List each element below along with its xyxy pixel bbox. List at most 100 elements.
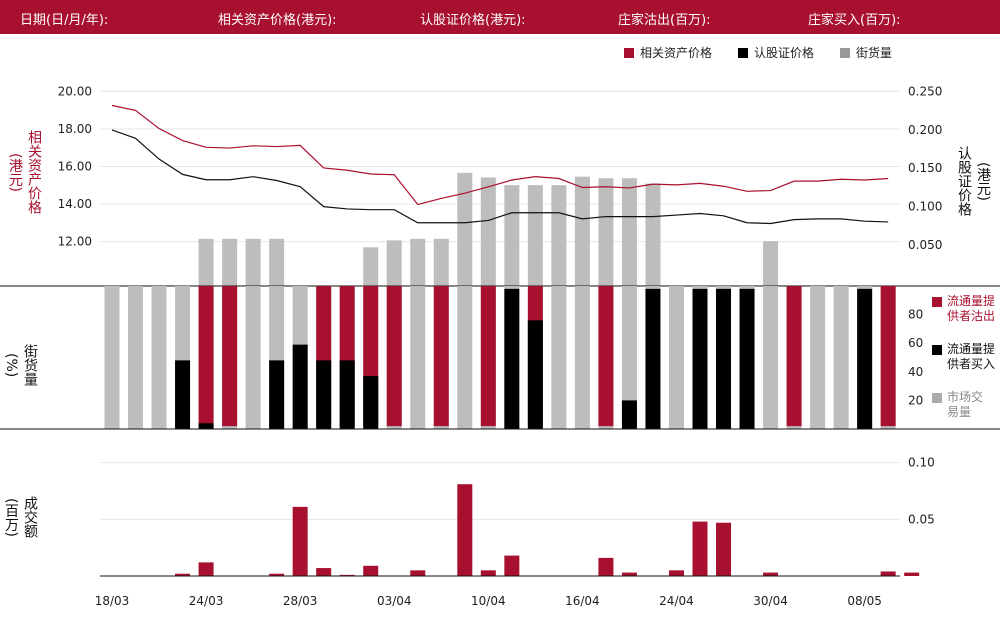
header-bar: 日期(日/月/年): 相关资产价格(港元): 认股证价格(港元): 庄家沽出(百… [0,0,1000,34]
asset-axis-name: 相关资产价格 [26,130,42,214]
mm-buy-bar [198,423,214,429]
turnover-bar [339,574,355,576]
warrant-axis-name: 认股证价格 [956,146,972,216]
market-volume-bar [574,286,590,429]
street-qty-bar [386,240,402,286]
side-legend-mm-buy[interactable]: 流通量提供者买入 [932,342,1000,372]
market-volume-bar [810,286,826,429]
mm-buy-bar [857,288,873,429]
street-qty-bar [457,172,473,286]
header-asset-price-label: 相关资产价格(港元): [218,13,337,28]
legend-item-warrant-price[interactable]: 认股证价格 [737,44,814,61]
legend-label-asset: 相关资产价格 [639,46,712,60]
x-tick-label: 28/03 [283,594,318,608]
mm-sell-bar [598,286,614,427]
street-qty-bar [598,178,614,286]
turnover-bar [292,506,308,576]
warrant-axis-title: 认股证价格 (港元) [950,126,996,236]
turnover-axis-name: 成交额 [22,496,38,538]
street-qty-bar [269,238,285,286]
mm-sell-bar [880,286,896,427]
legend-item-asset-price[interactable]: 相关资产价格 [623,44,712,61]
side-label-mm-sell: 流通量提供者沽出 [947,294,996,323]
side-label-mm-buy: 流通量提供者买入 [947,342,996,371]
side-legend-market[interactable]: 市场交易量 [932,390,987,420]
mm-sell-bar [198,286,214,427]
legend-swatch-asset [623,47,634,58]
turnover-axis-unit: (百万) [3,497,19,537]
street-qty-bar [621,178,637,286]
street-qty-bar [504,185,520,286]
mm-buy-bar [316,360,332,429]
x-tick-label: 24/03 [189,594,224,608]
street-qty-bar [198,238,214,286]
turnover-bar [480,570,496,576]
warrant-price-line [111,129,889,225]
right-tick-label: 0.100 [908,200,942,214]
turnover-axis-title: (百万) 成交额 [0,482,40,552]
mm-buy-bar [339,360,355,429]
turnover-bar [316,568,332,576]
mm-tick-label: 60 [908,336,923,350]
side-legend-mm-sell[interactable]: 流通量提供者沽出 [932,294,1000,324]
header-date-label: 日期(日/月/年): [20,13,109,28]
market-volume-bar [245,286,261,429]
turnover-bar [668,570,684,576]
street-qty-bar [574,176,590,286]
left-tick-label: 16.00 [58,159,92,173]
x-tick-label: 08/05 [847,594,882,608]
mm-buy-bar [504,288,520,429]
street-qty-bar [222,238,238,286]
asset-axis-title: (港元) 相关资产价格 [4,112,44,232]
header-mm-sell-label: 庄家沽出(百万): [618,13,711,28]
mm-sell-bar [480,286,496,427]
market-volume-bar [410,286,426,429]
market-volume-bar [668,286,684,429]
x-tick-label: 24/04 [659,594,694,608]
market-volume-bar [551,286,567,429]
asset-axis-unit: (港元) [7,152,23,192]
asset-price-line [111,104,889,206]
x-tick-label: 03/04 [377,594,412,608]
turnover-bar [504,555,520,576]
street-qty-bar [410,238,426,286]
left-tick-label: 14.00 [58,197,92,211]
street-qty-bar [433,238,449,286]
market-volume-bar [128,286,144,429]
street-qty-bar [245,238,261,286]
x-tick-label: 18/03 [95,594,130,608]
mm-buy-bar [363,376,379,429]
mm-buy-bar [739,288,755,429]
side-swatch-mm-buy [932,345,942,355]
turnover-bar [175,573,191,576]
mm-sell-bar [386,286,402,427]
right-tick-label: 0.200 [908,123,942,137]
mm-sell-bar [222,286,238,427]
right-tick-label: 0.250 [908,85,942,99]
turnover-bar [269,573,285,576]
x-tick-label: 30/04 [753,594,788,608]
mm-buy-bar [645,288,661,429]
warrant-axis-unit: (港元) [975,161,991,201]
street-qty-bar [645,183,661,286]
legend-label-street: 街货量 [855,46,892,60]
mm-sell-bar [433,286,449,427]
mm-buy-bar [527,320,543,429]
market-volume-bar [763,286,779,429]
left-tick-label: 18.00 [58,122,92,136]
turnover-bar [363,565,379,576]
legend-item-street-qty[interactable]: 街货量 [839,44,892,61]
turnover-bar [457,484,473,576]
x-tick-label: 10/04 [471,594,506,608]
left-tick-label: 20.00 [58,84,92,98]
mm-buy-bar [292,344,308,429]
mm-buy-bar [175,360,191,429]
price-legend: 相关资产价格 认股证价格 街货量 [623,44,892,61]
market-volume-bar [104,286,120,429]
mm-tick-label: 80 [908,308,923,322]
turnover-bar [598,557,614,576]
market-volume-bar [151,286,167,429]
mm-buy-bar [692,288,708,429]
street-qty-bar [763,241,779,286]
